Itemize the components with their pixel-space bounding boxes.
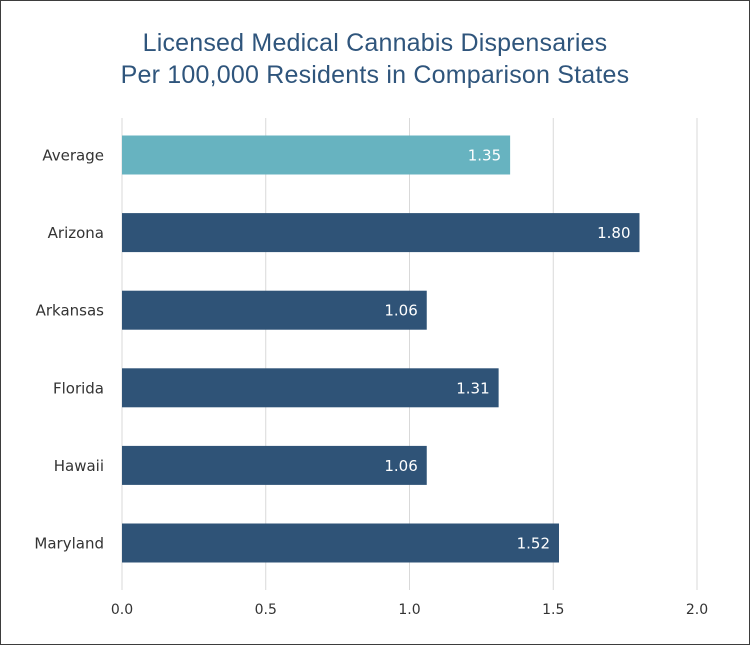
value-label-arkansas: 1.06 [384, 302, 417, 320]
category-label-hawaii: Hawaii [54, 457, 104, 475]
value-label-florida: 1.31 [456, 379, 489, 397]
value-label-arizona: 1.80 [597, 224, 630, 242]
x-tick-label-3: 1.5 [542, 602, 564, 618]
bars: 1.35 1.80 1.06 1.31 1.06 1.52 [122, 135, 640, 563]
bar-florida [122, 368, 499, 408]
value-label-average: 1.35 [468, 147, 501, 165]
category-label-average: Average [42, 147, 104, 165]
category-label-maryland: Maryland [34, 535, 104, 553]
category-labels: Average Arizona Arkansas Florida Hawaii Maryl… [34, 147, 104, 553]
chart-title-line-1: Licensed Medical Cannabis Dispensaries [142, 29, 608, 57]
x-axis-ticks: 0.0 0.5 1.0 1.5 2.0 [111, 602, 708, 618]
bar-arkansas [122, 290, 427, 330]
x-tick-label-2: 1.0 [398, 602, 420, 618]
value-label-hawaii: 1.06 [384, 457, 417, 475]
bar-arizona [122, 213, 640, 253]
x-tick-label-4: 2.0 [686, 602, 708, 618]
bar-maryland [122, 523, 559, 563]
chart-title-line-2: Per 100,000 Residents in Comparison Stat… [120, 61, 630, 89]
category-label-florida: Florida [53, 379, 104, 397]
x-tick-label-0: 0.0 [111, 602, 133, 618]
chart-title: Licensed Medical Cannabis Dispensaries P… [1, 27, 749, 91]
category-label-arizona: Arizona [48, 224, 104, 242]
value-label-maryland: 1.52 [517, 535, 550, 553]
gridlines [121, 118, 698, 590]
bar-average [122, 135, 511, 175]
bar-hawaii [122, 445, 427, 485]
category-label-arkansas: Arkansas [36, 302, 105, 320]
x-tick-label-1: 0.5 [255, 602, 277, 618]
